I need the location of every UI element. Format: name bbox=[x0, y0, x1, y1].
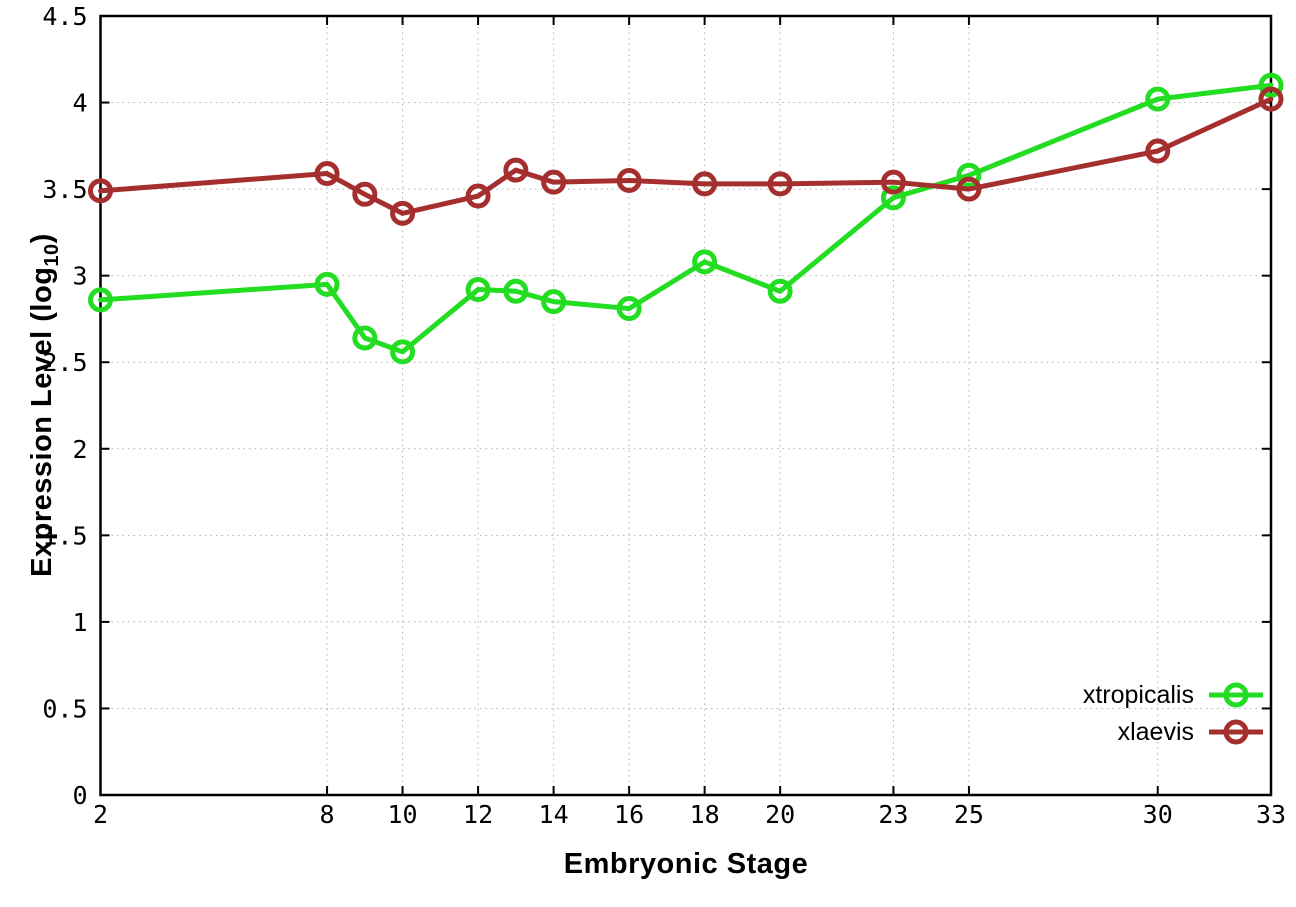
x-axis-title: Embryonic Stage bbox=[563, 848, 809, 880]
data-point-xlaevis bbox=[503, 157, 529, 183]
y-tick-label: 0.5 bbox=[42, 694, 87, 723]
legend-label-xlaevis: xlaevis bbox=[1117, 718, 1194, 746]
y-tick-label: 1 bbox=[72, 608, 87, 637]
legend-item-xlaevis: xlaevis bbox=[1083, 718, 1264, 746]
y-tick-label: 2.5 bbox=[42, 348, 87, 377]
data-point-xtropicalis bbox=[465, 277, 491, 303]
data-point-xtropicalis bbox=[352, 325, 378, 351]
y-tick-label: 3.5 bbox=[42, 175, 87, 204]
legend-label-xtropicalis: xtropicalis bbox=[1082, 681, 1194, 709]
data-point-xtropicalis bbox=[1258, 72, 1284, 98]
data-point-xtropicalis bbox=[1145, 86, 1171, 112]
data-point-xlaevis bbox=[616, 167, 642, 193]
data-point-xtropicalis bbox=[616, 296, 642, 322]
data-point-xlaevis bbox=[767, 171, 793, 197]
data-point-xtropicalis bbox=[314, 271, 340, 297]
data-point-xtropicalis bbox=[88, 287, 113, 313]
data-point-xlaevis bbox=[1145, 138, 1171, 164]
y-tick-label: 1.5 bbox=[42, 521, 87, 550]
x-tick-label: 10 bbox=[388, 800, 418, 829]
plot-border bbox=[99, 14, 1273, 797]
x-tick-label: 12 bbox=[463, 800, 493, 829]
x-tick-label: 20 bbox=[765, 800, 795, 829]
y-axis-title-main: Expression Level (log bbox=[26, 266, 58, 577]
x-tick-label: 30 bbox=[1143, 800, 1173, 829]
data-point-xlaevis bbox=[88, 178, 113, 204]
x-tick-label: 25 bbox=[954, 800, 984, 829]
data-point-xlaevis bbox=[314, 161, 340, 187]
y-tick-label: 4 bbox=[72, 89, 87, 118]
y-axis-title-close: ) bbox=[26, 233, 58, 244]
legend: xtropicalis xlaevis bbox=[1083, 681, 1264, 746]
x-tick-label: 2 bbox=[93, 800, 108, 829]
legend-item-xtropicalis: xtropicalis bbox=[1083, 681, 1264, 709]
data-point-xtropicalis bbox=[541, 289, 567, 315]
data-point-xtropicalis bbox=[692, 249, 718, 275]
y-tick-label: 4.5 bbox=[42, 2, 87, 31]
data-point-xtropicalis bbox=[390, 339, 416, 365]
y-axis-title: Expression Level (log10) bbox=[22, 80, 63, 730]
data-point-xlaevis bbox=[352, 181, 378, 207]
data-point-xlaevis bbox=[956, 176, 982, 202]
data-point-xtropicalis bbox=[880, 185, 906, 211]
x-tick-label: 23 bbox=[878, 800, 908, 829]
x-tick-label: 8 bbox=[320, 800, 335, 829]
y-axis-title-subscript: 10 bbox=[40, 243, 63, 267]
data-point-xlaevis bbox=[1258, 86, 1284, 112]
data-point-xlaevis bbox=[880, 169, 906, 195]
series-line-xlaevis bbox=[98, 96, 1274, 216]
data-point-xlaevis bbox=[465, 183, 491, 209]
x-tick-label: 16 bbox=[614, 800, 644, 829]
data-point-xtropicalis bbox=[956, 162, 982, 188]
y-tick-label: 2 bbox=[72, 435, 87, 464]
legend-marker-icon bbox=[1209, 682, 1263, 708]
x-tick-label: 14 bbox=[539, 800, 569, 829]
data-point-xtropicalis bbox=[767, 278, 793, 304]
data-point-xlaevis bbox=[390, 200, 416, 226]
x-tick-label: 33 bbox=[1256, 800, 1286, 829]
data-point-xlaevis bbox=[541, 169, 567, 195]
y-tick-label: 0 bbox=[72, 781, 87, 810]
data-point-xlaevis bbox=[692, 171, 718, 197]
y-tick-label: 3 bbox=[72, 262, 87, 291]
data-point-xtropicalis bbox=[503, 278, 529, 304]
legend-marker-icon bbox=[1209, 719, 1263, 745]
series-line-xtropicalis bbox=[98, 82, 1274, 355]
x-tick-label: 18 bbox=[690, 800, 720, 829]
